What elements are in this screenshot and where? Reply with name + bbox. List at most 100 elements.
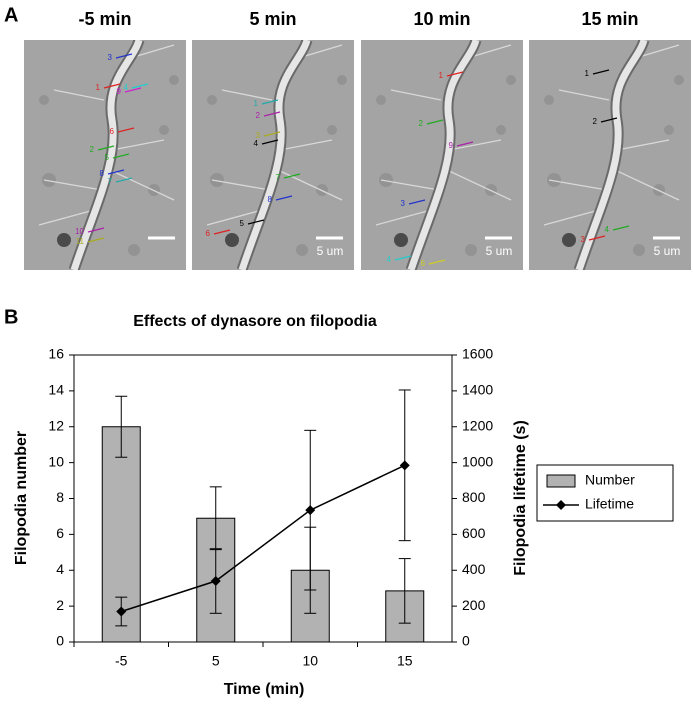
y-tick-label: 10 [48, 453, 64, 469]
image-background [192, 40, 354, 270]
y2-tick-label: 1000 [462, 453, 493, 469]
filopodium-label: 3 [581, 235, 586, 244]
error-bar [115, 395, 128, 458]
vesicle [394, 233, 408, 247]
label-pointer [394, 255, 412, 261]
filopodium-label: 5 [105, 153, 110, 162]
y2-tick-label: 600 [462, 525, 486, 541]
filopodium-label: 7 [108, 177, 113, 186]
filopodium [616, 139, 670, 151]
vesicle [169, 75, 179, 85]
y2-axis-title: Filopodia lifetime (s) [512, 420, 529, 576]
filopodium [380, 179, 440, 191]
filopodium-label: 4 [254, 139, 259, 148]
image-panel: 1 2 34 7 8 5 6 [192, 40, 354, 270]
image-title: 10 min [413, 9, 470, 29]
vesicle [465, 244, 477, 256]
filopodium-label: 2 [593, 117, 598, 126]
filopodium-label: 4 [605, 225, 610, 234]
vesicle [296, 244, 308, 256]
filopodium [277, 169, 343, 201]
label-pointer [87, 227, 105, 233]
label-pointer [107, 169, 125, 175]
panel-label: B [4, 306, 18, 328]
y2-tick-label: 1400 [462, 382, 493, 398]
label-pointer [213, 229, 231, 235]
error-bar [398, 558, 411, 624]
filopodium [548, 179, 608, 191]
image-title: -5 min [78, 9, 131, 29]
label-pointer [261, 99, 279, 105]
neurite [407, 40, 480, 270]
filopodium-label: 9 [117, 87, 122, 96]
legend-label: Number [585, 472, 635, 488]
filopodium [279, 139, 333, 151]
filopodium-label: 4 [124, 83, 129, 92]
x-tick-label: 15 [397, 653, 413, 669]
filopodium [375, 209, 432, 226]
image-panel: 1 2 9 3 4 6 [361, 40, 523, 270]
image-panel: 1 2 4 3 [529, 40, 691, 270]
image-background [361, 40, 523, 270]
x-tick-label: -5 [115, 653, 128, 669]
vesicle [159, 125, 169, 135]
filopodium-label: 8 [268, 195, 273, 204]
y-tick-label: 12 [48, 417, 64, 433]
filopodium-label: 1 [96, 83, 101, 92]
label-pointer [426, 119, 444, 125]
y-tick-label: 0 [56, 633, 64, 649]
filopodium-label: 6 [110, 127, 115, 136]
label-pointer [428, 259, 446, 265]
vesicle [379, 173, 393, 187]
filopodium-label: 6 [421, 259, 426, 268]
label-pointer [456, 141, 474, 147]
legend-box [536, 464, 674, 522]
filopodium-label: 10 [75, 227, 84, 236]
y2-tick-label: 200 [462, 597, 486, 613]
marker [399, 460, 410, 471]
filopodium [38, 209, 95, 226]
label-pointer [446, 71, 464, 77]
x-tick-label: 10 [302, 653, 318, 669]
y-tick-label: 14 [48, 382, 64, 398]
line [121, 464, 406, 613]
vesicle [210, 173, 224, 187]
filopodium-label: 2 [256, 111, 261, 120]
filopodium-label: 7 [276, 173, 281, 182]
scale-bar-label: 5 um [654, 244, 681, 258]
y-axis-title: Filopodia number [13, 431, 30, 565]
vesicle [544, 95, 554, 105]
vesicle [674, 75, 684, 85]
vesicle [337, 75, 347, 85]
y2-tick-label: 800 [462, 489, 486, 505]
label-pointer [275, 195, 293, 201]
label-pointer [87, 237, 105, 243]
label-pointer [124, 87, 142, 93]
vesicle [57, 233, 71, 247]
y-tick-label: 8 [56, 489, 64, 505]
image-title: 15 min [581, 9, 638, 29]
neurite [238, 40, 311, 270]
label-pointer [263, 111, 281, 117]
filopodium [53, 89, 105, 101]
x-tick-label: 5 [212, 653, 220, 669]
label-pointer [408, 199, 426, 205]
filopodium-label: 2 [90, 145, 95, 154]
filopodium [543, 209, 600, 226]
filopodium [109, 169, 175, 201]
image-title: 5 min [249, 9, 296, 29]
filopodium [390, 89, 442, 101]
filopodium-label: 6 [206, 229, 211, 238]
vesicle [664, 125, 674, 135]
filopodium [448, 139, 502, 151]
scale-bar-label: 5 um [486, 244, 513, 258]
vesicle [506, 75, 516, 85]
filopodium [558, 89, 610, 101]
label-pointer [588, 235, 606, 241]
label-pointer [592, 69, 610, 75]
marker [116, 606, 127, 617]
marker [210, 576, 221, 587]
label-pointer [115, 53, 133, 59]
label-pointer [131, 83, 149, 89]
filopodium [211, 179, 271, 191]
